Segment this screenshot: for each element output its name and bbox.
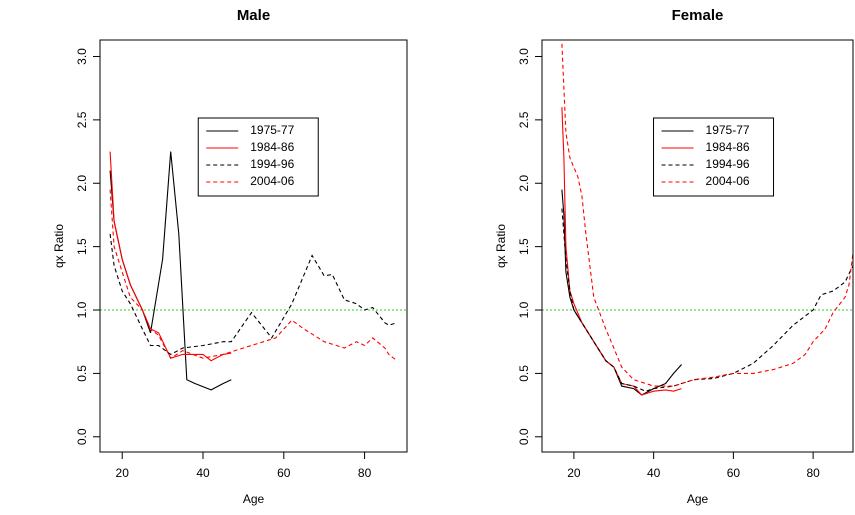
y-tick-label: 1.5 [517, 238, 531, 255]
y-tick-label: 2.5 [517, 111, 531, 128]
y-tick-label: 1.0 [75, 301, 89, 318]
y-tick-label: 2.0 [517, 175, 531, 192]
y-tick-label: 2.0 [75, 175, 89, 192]
panel: Female Age qx Ratio 20 40 60 80 0.0 0.5 1.0 1.5 2.0… [494, 7, 854, 506]
chart-title: Male [237, 7, 270, 24]
x-tick-label: 80 [358, 466, 372, 480]
series-line [561, 189, 683, 396]
panel: Male Age qx Ratio 20 40 60 80 0.0 0.5 1.0 1.5 2.0 2.… [52, 7, 408, 506]
x-tick-label: 60 [727, 466, 741, 480]
chart-title: Female [672, 7, 724, 24]
y-tick-label: 0.0 [517, 428, 531, 445]
x-tick-label: 40 [196, 466, 210, 480]
legend-label: 2004-06 [706, 174, 750, 188]
y-axis-label: qx Ratio [52, 224, 66, 268]
y-tick-label: 3.0 [75, 48, 89, 65]
series-line [109, 189, 398, 362]
legend-label: 1984-86 [706, 140, 750, 154]
x-tick-label: 20 [116, 466, 130, 480]
legend-label: 1994-96 [250, 157, 294, 171]
x-axis-label: Age [243, 492, 265, 506]
x-tick-label: 80 [806, 466, 820, 480]
x-axis-label: Age [687, 492, 709, 506]
x-tick-label: 40 [647, 466, 661, 480]
series-line [561, 43, 853, 387]
plot-frame [541, 39, 854, 453]
y-tick-label: 3.0 [517, 48, 531, 65]
x-tick-label: 20 [567, 466, 581, 480]
y-tick-label: 0.0 [75, 428, 89, 445]
series-line [561, 208, 853, 392]
legend-label: 1975-77 [250, 123, 294, 137]
y-axis-label: qx Ratio [494, 224, 508, 268]
legend-label: 1984-86 [250, 140, 294, 154]
y-tick-label: 2.5 [75, 111, 89, 128]
legend: 1975-77 1984-86 1994-96 2004-06 [197, 117, 319, 197]
series-line [109, 151, 232, 362]
y-tick-label: 0.5 [75, 365, 89, 382]
legend-label: 2004-06 [250, 174, 294, 188]
series-line [109, 233, 398, 356]
legend-label: 1975-77 [706, 123, 750, 137]
y-tick-label: 1.5 [75, 238, 89, 255]
y-tick-label: 1.0 [517, 301, 531, 318]
y-tick-label: 0.5 [517, 365, 531, 382]
legend: 1975-77 1984-86 1994-96 2004-06 [653, 117, 775, 197]
legend-label: 1994-96 [706, 157, 750, 171]
plot-frame [99, 39, 408, 453]
series-line [561, 107, 682, 396]
x-tick-label: 60 [277, 466, 291, 480]
